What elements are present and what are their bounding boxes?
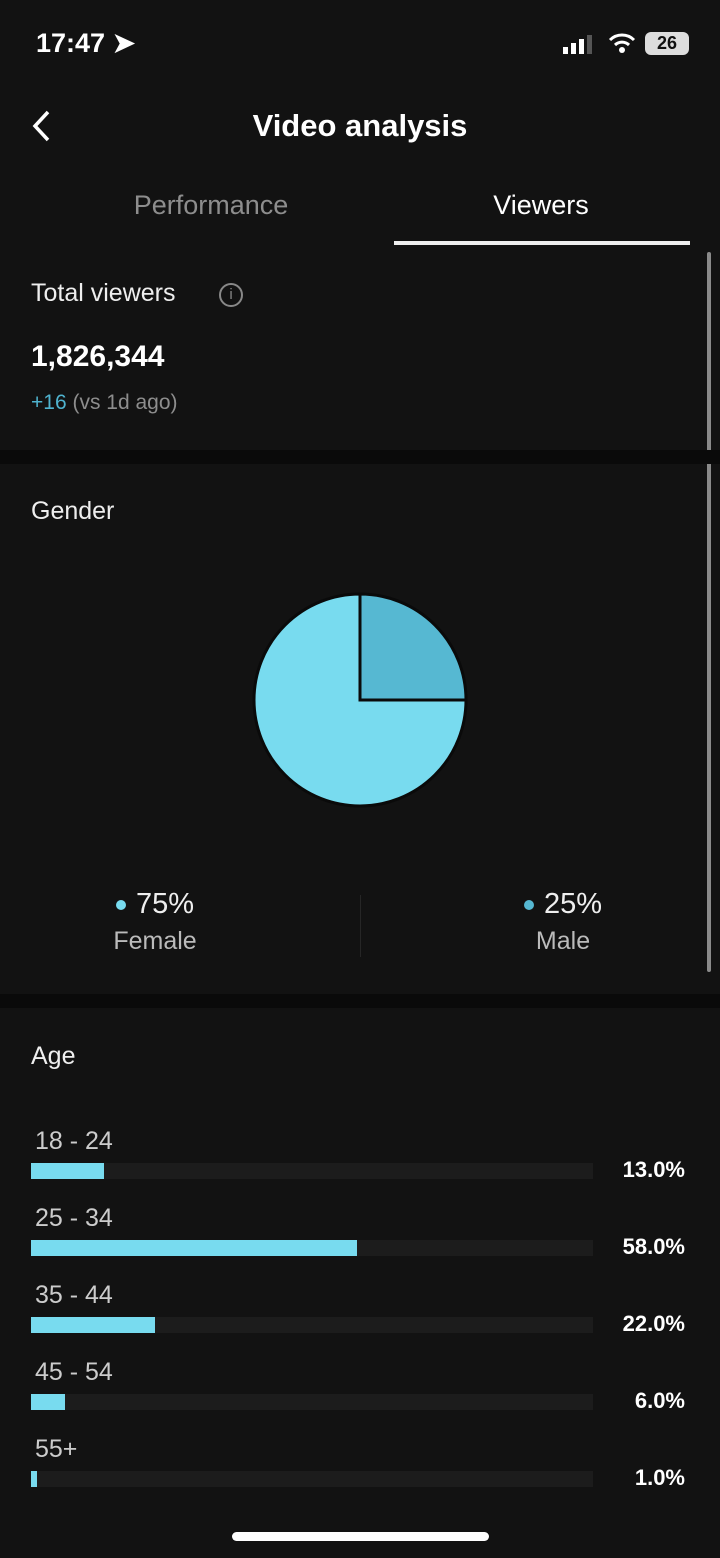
female-label: Female: [113, 927, 197, 955]
home-indicator[interactable]: [232, 1532, 489, 1541]
total-viewers-delta: +16 (vs 1d ago): [31, 391, 178, 415]
page-title: Video analysis: [252, 108, 468, 143]
age-bar-track: [31, 1317, 593, 1333]
age-pct: 6.0%: [634, 1388, 685, 1413]
tab-performance[interactable]: Performance: [133, 190, 289, 220]
female-dot-icon: [115, 900, 126, 911]
delta-suffix: (vs 1d ago): [72, 391, 178, 414]
age-pct: 13.0%: [622, 1157, 685, 1182]
active-tab-indicator: [394, 241, 690, 245]
total-viewers-label: Total viewers: [31, 279, 176, 307]
age-range: 18 - 24: [35, 1127, 113, 1155]
total-viewers-value: 1,826,344: [31, 340, 165, 373]
age-bar-track: [31, 1471, 593, 1487]
age-bar: [31, 1394, 65, 1410]
info-icon[interactable]: i: [219, 283, 243, 307]
tab-viewers[interactable]: Viewers: [493, 190, 589, 220]
section-divider: [0, 450, 720, 464]
age-range: 25 - 34: [35, 1204, 113, 1232]
pie-slice-male: [358, 592, 468, 702]
age-bar: [31, 1240, 357, 1256]
section-divider: [0, 994, 720, 1008]
age-row: 18 - 24 13.0%: [31, 1127, 691, 1187]
age-label: Age: [31, 1042, 76, 1070]
gender-pie-chart: [252, 592, 468, 808]
female-pct: 75%: [135, 888, 195, 920]
location-arrow-icon: ➤: [112, 28, 136, 58]
battery-icon: 26: [645, 32, 689, 55]
wifi-icon: [608, 32, 636, 59]
back-button[interactable]: [30, 108, 60, 148]
delta-value: +16: [31, 391, 67, 414]
age-bar-track: [31, 1163, 593, 1179]
age-range: 55+: [35, 1435, 78, 1463]
age-row: 45 - 54 6.0%: [31, 1358, 691, 1418]
legend-male: 25% Male: [438, 888, 688, 956]
age-pct: 58.0%: [622, 1234, 685, 1259]
chevron-left-icon: [32, 110, 50, 142]
age-pct: 22.0%: [622, 1311, 685, 1336]
age-bar: [31, 1317, 155, 1333]
signal-icon: [563, 34, 597, 59]
battery-level: 26: [656, 33, 678, 53]
age-bar-track: [31, 1394, 593, 1410]
male-dot-icon: [523, 900, 534, 911]
time-text: 17:47: [36, 28, 106, 58]
age-row: 35 - 44 22.0%: [31, 1281, 691, 1341]
age-bar-track: [31, 1240, 593, 1256]
legend-female: 75% Female: [30, 888, 280, 956]
age-bar: [31, 1471, 37, 1487]
age-pct: 1.0%: [634, 1465, 685, 1490]
scrollbar[interactable]: [707, 252, 711, 972]
age-range: 45 - 54: [35, 1358, 113, 1386]
age-row: 55+ 1.0%: [31, 1435, 691, 1495]
male-label: Male: [535, 927, 591, 955]
legend-separator: [360, 895, 361, 957]
gender-label: Gender: [31, 497, 115, 525]
status-time: 17:47 ➤: [36, 28, 135, 59]
age-range: 35 - 44: [35, 1281, 113, 1309]
age-bar: [31, 1163, 105, 1179]
age-row: 25 - 34 58.0%: [31, 1204, 691, 1264]
pie-slice-female: [252, 592, 468, 808]
male-pct: 25%: [543, 888, 603, 920]
